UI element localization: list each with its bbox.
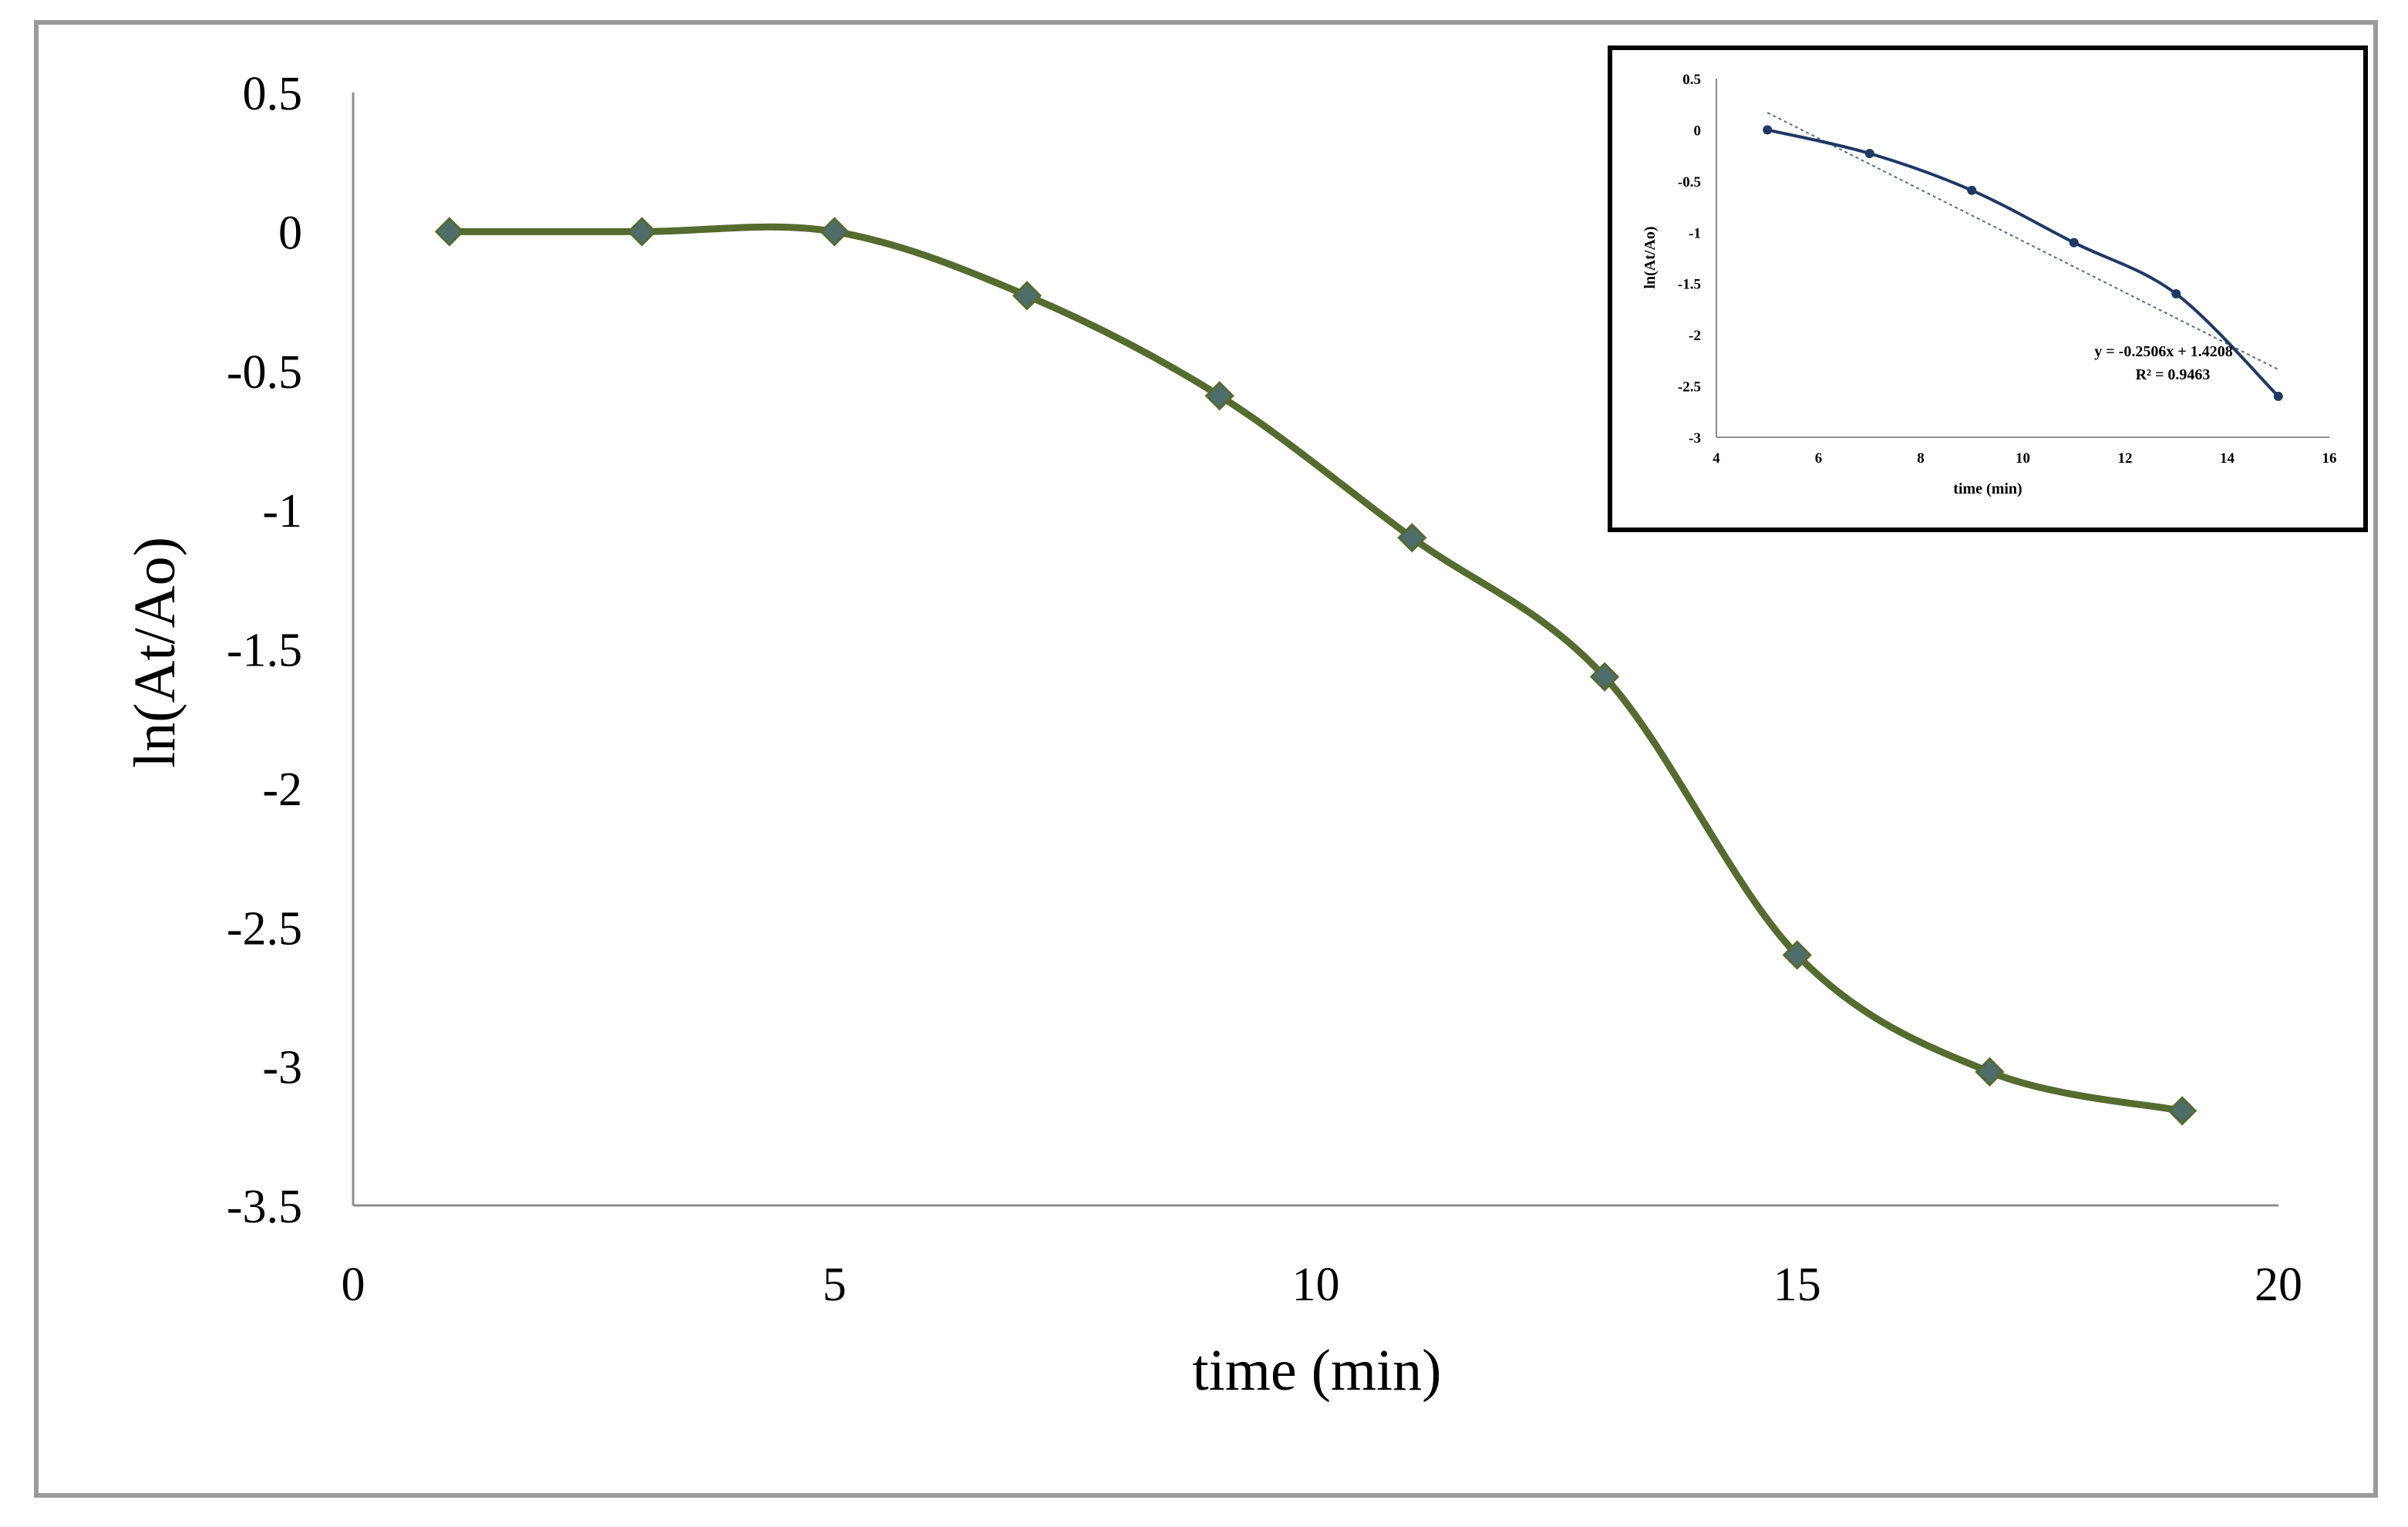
inset-data-point	[1864, 148, 1874, 158]
inset-y-tick-label: -1	[1689, 225, 1701, 241]
inset-trend-equation: y = -0.2506x + 1.4208	[2094, 343, 2232, 360]
inset-x-axis-label: time (min)	[1953, 480, 2022, 497]
main-chart: 0 5 10 15 20 0.5 0 -0.5 -1 -1.5 -2 -2.5 -3 -3.5 time…	[123, 68, 2302, 1403]
main-x-axis-label: time (min)	[1193, 1338, 1442, 1403]
main-y-tick-label: 0	[278, 207, 302, 259]
main-y-tick-label: -2.5	[227, 902, 302, 955]
inset-data-point	[2273, 391, 2283, 401]
inset-series-curve	[1766, 128, 2280, 398]
main-x-tick-label: 0	[342, 1259, 365, 1311]
main-data-point	[627, 217, 657, 247]
inset-x-ticks: 4 6 8 10 12 14 16	[1713, 450, 2336, 467]
main-series-curve	[449, 223, 2184, 1114]
main-data-point	[1204, 381, 1234, 411]
inset-data-point	[2069, 238, 2079, 248]
inset-data-point	[1763, 125, 1773, 135]
main-series-line	[449, 223, 2184, 1114]
inset-y-tick-label: -0.5	[1678, 174, 1701, 190]
inset-x-tick-label: 10	[2016, 450, 2030, 467]
inset-border	[1608, 46, 2368, 532]
inset-x-tick-label: 8	[1917, 450, 1925, 467]
main-data-point	[1589, 662, 1620, 692]
inset-y-ticks: 0.5 0 -0.5 -1 -1.5 -2 -2.5 -3	[1678, 72, 1701, 447]
inset-y-tick-label: -3	[1689, 430, 1701, 447]
main-y-ticks: 0.5 0 -0.5 -1 -1.5 -2 -2.5 -3 -3.5	[227, 68, 302, 1233]
main-x-tick-label: 20	[2255, 1259, 2302, 1311]
inset-y-axis-label: ln(At/Ao)	[1642, 226, 1659, 288]
inset-data-point	[2171, 289, 2181, 298]
main-data-point	[1397, 523, 1427, 553]
main-y-tick-label: -3.5	[227, 1181, 302, 1233]
inset-x-tick-label: 4	[1713, 450, 1720, 467]
main-y-tick-label: 0.5	[243, 68, 303, 120]
inset-trend-r2: R² = 0.9463	[2136, 366, 2211, 383]
inset-x-tick-label: 6	[1815, 450, 1823, 467]
inset-y-tick-label: 0	[1694, 123, 1702, 139]
inset-x-tick-label: 14	[2220, 450, 2235, 467]
inset-x-tick-label: 16	[2322, 450, 2337, 467]
main-y-axis-label: ln(At/Ao)	[123, 537, 187, 768]
inset-trendline-line	[1766, 112, 2279, 370]
main-data-point	[820, 217, 850, 247]
inset-y-tick-label: -1.5	[1678, 277, 1701, 293]
main-x-tick-label: 10	[1292, 1259, 1340, 1311]
inset-trendline	[1766, 112, 2279, 370]
main-x-ticks: 0 5 10 15 20	[342, 1259, 2303, 1311]
main-data-point	[434, 217, 464, 247]
inset-y-tick-label: 0.5	[1682, 72, 1701, 88]
main-x-tick-label: 15	[1773, 1259, 1821, 1311]
inset-axes	[1716, 79, 2329, 438]
inset-x-tick-label: 12	[2118, 450, 2133, 467]
inset-data-point	[1967, 185, 1977, 195]
main-y-tick-label: -3	[262, 1042, 302, 1094]
inset-y-tick-label: -2.5	[1678, 379, 1701, 396]
main-data-point	[2167, 1096, 2198, 1126]
main-y-tick-label: -2	[262, 764, 302, 816]
main-series-points	[434, 217, 2198, 1126]
main-y-tick-label: -0.5	[227, 346, 302, 399]
main-y-tick-label: -1.5	[227, 625, 302, 677]
main-x-tick-label: 5	[823, 1259, 847, 1311]
main-data-point	[1012, 281, 1042, 311]
main-data-point	[1975, 1057, 2005, 1087]
inset-series-line	[1766, 128, 2280, 398]
inset-series-points	[1763, 125, 2283, 401]
main-y-tick-label: -1	[262, 485, 302, 538]
main-data-point	[1782, 940, 1812, 970]
main-axes	[352, 93, 2278, 1207]
inset-chart: 4 6 8 10 12 14 16 0.5 0 -0.5 -1 -1.5 -2 -2.5 -3 time …	[1608, 46, 2368, 532]
inset-y-tick-label: -2	[1689, 328, 1701, 344]
